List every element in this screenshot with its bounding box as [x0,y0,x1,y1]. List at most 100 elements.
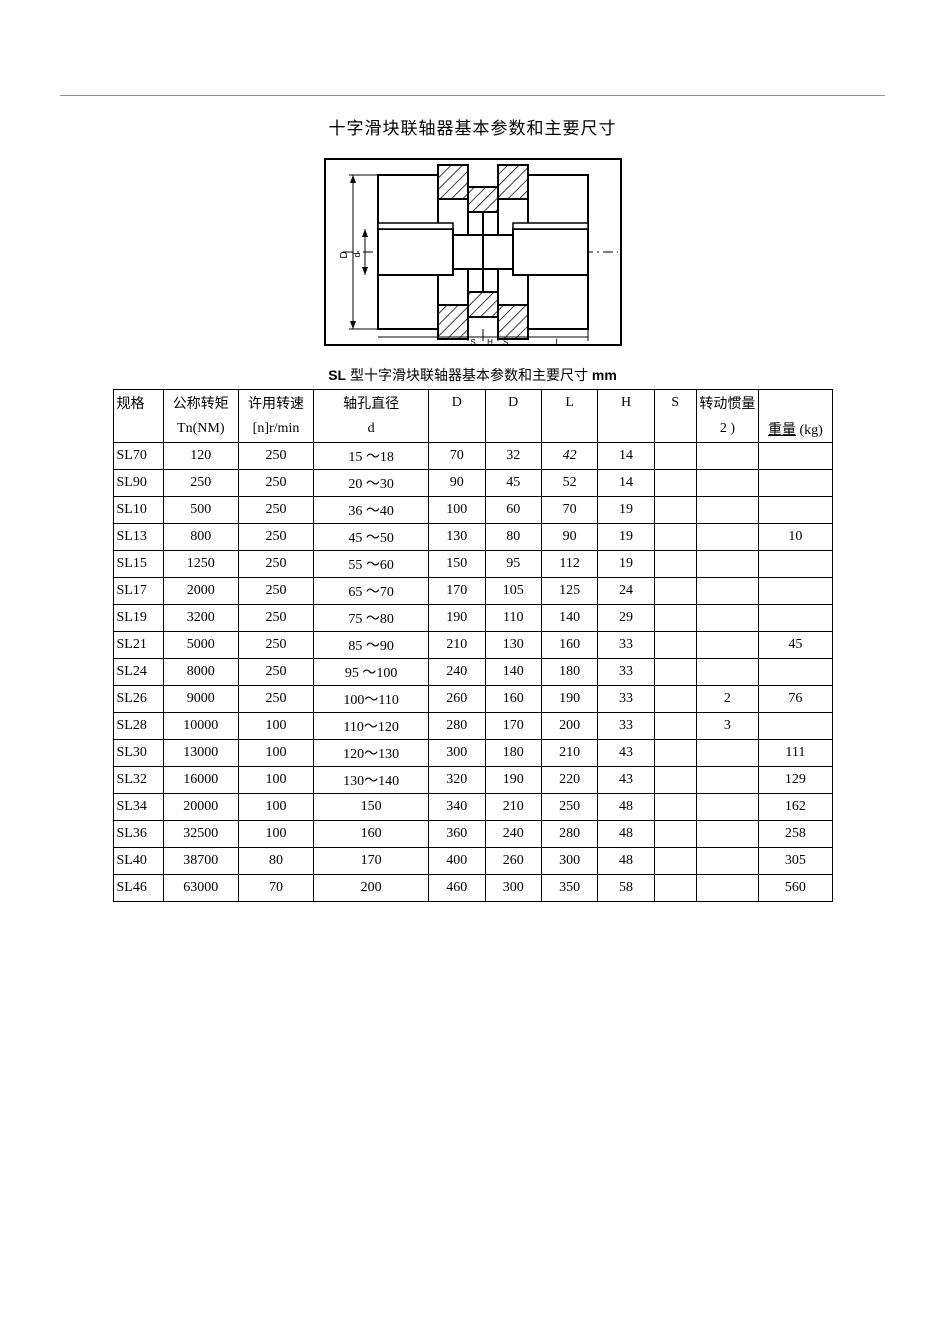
table-cell [696,497,759,524]
table-cell [654,497,696,524]
table-cell: 85 ～90 [314,632,429,659]
table-cell: 2 ) [696,416,759,443]
document-page: 十字滑块联轴器基本参数和主要尺寸 [0,0,945,1336]
table-cell [654,767,696,794]
table-cell: 111 [759,740,832,767]
table-cell: L [541,390,597,417]
table-cell: 3 [696,713,759,740]
table-cell: 32500 [163,821,238,848]
table-cell: 258 [759,821,832,848]
table-cell: 300 [485,875,541,902]
table-cell: SL300 [113,740,163,767]
table-cell: 150 [314,794,429,821]
table-cell [654,659,696,686]
table-cell: 300 [429,740,485,767]
table-cell: 210 [541,740,597,767]
table-cell [696,551,759,578]
coupling-diagram: D d S H S L [323,157,623,347]
table-cell: SL240 [113,659,163,686]
table-cell: 10 [759,524,832,551]
table-cell: 14 [598,470,654,497]
table-cell [654,875,696,902]
table-cell [759,659,832,686]
table-cell: 250 [238,578,313,605]
table-cell: 305 [759,848,832,875]
table-cell: 300 [541,848,597,875]
table-cell: 58 [598,875,654,902]
table-cell: 100～110 [314,686,429,713]
table-cell [654,524,696,551]
table-cell [696,605,759,632]
table-cell: 36 ～40 [314,497,429,524]
table-row: SL3603250010016036024028048258 [113,821,832,848]
table-cell [696,848,759,875]
table-cell: 140 [541,605,597,632]
table-cell: SL260 [113,686,163,713]
table-cell: 250 [238,497,313,524]
table-cell: 45 ～50 [314,524,429,551]
table-cell: 120～130 [314,740,429,767]
table-cell: 250 [163,470,238,497]
table-cell: 240 [429,659,485,686]
table-cell: 250 [238,470,313,497]
table-cell: 9000 [163,686,238,713]
table-cell [759,578,832,605]
table-cell: 250 [238,686,313,713]
table-cell: 240 [485,821,541,848]
table-cell [759,390,832,417]
table-cell [654,551,696,578]
table-cell: 250 [238,524,313,551]
table-cell: 200 [314,875,429,902]
table-cell: 100 [238,794,313,821]
table-cell: 210 [485,794,541,821]
table-cell: SL100 [113,497,163,524]
table-row: SL28010000100110～120280170200333 [113,713,832,740]
table-cell [541,416,597,443]
table-cell: SL280 [113,713,163,740]
table-cell: 70 [541,497,597,524]
table-cell: 140 [485,659,541,686]
table-cell [429,416,485,443]
table-cell [598,416,654,443]
table-cell: 70 [429,443,485,470]
table-cell: 14 [598,443,654,470]
table-cell: 19 [598,524,654,551]
table-title: SL 型十字滑块联轴器基本参数和主要尺寸 mm [60,365,885,385]
table-cell: 33 [598,632,654,659]
table-cell: SL70 [113,443,163,470]
table-cell: 110～120 [314,713,429,740]
table-cell [654,821,696,848]
table-cell [654,713,696,740]
svg-text:S: S [470,338,475,347]
table-cell: 170 [485,713,541,740]
table-cell: 112 [541,551,597,578]
table-cell: 100 [238,821,313,848]
table-cell: 90 [541,524,597,551]
table-cell: 120 [163,443,238,470]
table-cell: 340 [429,794,485,821]
table-row: 规格公称转矩许用转速轴孔直径DDLHS转动惯量 [113,390,832,417]
table-cell: 15 ～18 [314,443,429,470]
table-cell: 33 [598,713,654,740]
table-row: SL170200025065 ～7017010512524 [113,578,832,605]
table-cell: 220 [541,767,597,794]
table-body: 规格公称转矩许用转速轴孔直径DDLHS转动惯量Tn(NM)[n]r/mind2 … [113,390,832,902]
table-cell [696,443,759,470]
table-cell: SL90 [113,470,163,497]
table-row: Tn(NM)[n]r/mind2 )重量 (kg) [113,416,832,443]
table-cell [696,524,759,551]
table-cell: 460 [429,875,485,902]
table-cell: 160 [541,632,597,659]
table-cell: 55 ～60 [314,551,429,578]
table-cell: 80 [238,848,313,875]
table-cell: 280 [429,713,485,740]
table-cell [759,497,832,524]
table-cell: SL360 [113,821,163,848]
table-cell: 162 [759,794,832,821]
table-cell: 75 ～80 [314,605,429,632]
table-cell: 500 [163,497,238,524]
table-cell: 90 [429,470,485,497]
diagram-svg: D d S H S L [323,157,623,347]
table-cell: d [314,416,429,443]
table-cell: 150 [429,551,485,578]
